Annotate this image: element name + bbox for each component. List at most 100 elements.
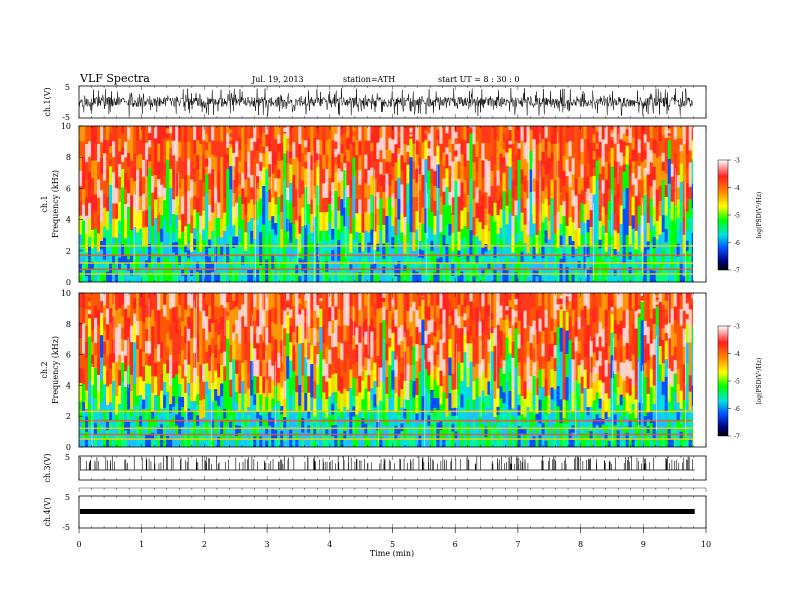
- spectrogram-cell: [121, 133, 125, 141]
- spectrogram-cell: [430, 271, 434, 282]
- spectrogram-cell: [511, 309, 515, 326]
- spectrogram-cell: [616, 275, 621, 282]
- spectrogram-cell: [481, 372, 485, 391]
- spectrogram-cell: [298, 293, 302, 299]
- spectrogram-cell: [286, 314, 290, 334]
- spectrogram-cell: [463, 327, 467, 335]
- spectrogram-cell: [532, 306, 536, 322]
- spectrogram-cell: [157, 361, 161, 379]
- spectrogram-cell: [310, 293, 314, 303]
- spectrogram-cell: [676, 269, 681, 282]
- spectrogram-cell: [319, 298, 323, 302]
- spectrogram-cell: [646, 343, 651, 361]
- spectrogram-cell: [472, 162, 476, 181]
- spectrogram-cell: [532, 293, 536, 308]
- spectrogram-cell: [139, 320, 143, 336]
- spectrogram-cell: [247, 190, 251, 204]
- spectrogram-cell: [484, 244, 488, 253]
- spectrogram-cell: [238, 376, 242, 394]
- spectrogram-cell: [571, 425, 575, 434]
- spectrogram-cell: [430, 197, 434, 213]
- spectrogram-cell: [85, 276, 89, 282]
- spectrogram-cell: [562, 201, 566, 217]
- spectrogram-cell: [118, 308, 122, 325]
- spectrogram-cell: [469, 127, 473, 130]
- spectrogram-cell: [364, 271, 368, 282]
- spectrogram-cell: [469, 378, 473, 397]
- spectrogram-cell: [193, 167, 197, 183]
- spectrogram-cell: [454, 293, 458, 310]
- spectrogram-cell: [631, 215, 636, 230]
- spectrogram-cell: [604, 143, 609, 163]
- spectrogram-cell: [619, 165, 624, 180]
- spectrogram-cell: [229, 327, 233, 346]
- spectrogram-cell: [490, 272, 494, 282]
- spectrogram-cell: [271, 418, 275, 429]
- spectrogram-streak: [145, 145, 147, 198]
- spectrogram-cell: [427, 263, 431, 282]
- spectrogram-cell: [214, 126, 218, 142]
- spectrogram-cell: [502, 227, 506, 247]
- spectrogram-cell: [691, 159, 693, 185]
- spectrogram-cell: [292, 174, 296, 192]
- spectrogram-cell: [130, 126, 134, 144]
- spectrogram-cell: [508, 307, 512, 315]
- spectrogram-cell: [82, 293, 86, 309]
- spectrogram-cell: [658, 253, 663, 264]
- spectrogram-cell: [154, 320, 158, 336]
- spectrogram-cell: [655, 306, 660, 326]
- spectrogram-cell: [679, 374, 684, 391]
- spectrogram-cell: [424, 435, 428, 447]
- spectrogram-cell: [247, 138, 251, 153]
- spectrogram-cell: [295, 141, 299, 158]
- spectrogram-cell: [670, 438, 675, 447]
- spectrogram-cell: [112, 126, 116, 142]
- spectrogram-cell: [646, 142, 651, 159]
- spectrogram-cell: [229, 129, 233, 134]
- spectrogram-cell: [106, 211, 110, 231]
- spectrogram-cell: [451, 341, 455, 358]
- spectrogram-cell: [205, 193, 209, 212]
- spectrogram-cell: [658, 155, 663, 172]
- spectrogram-cell: [655, 304, 660, 308]
- spectrogram-cell: [217, 436, 221, 447]
- spectrogram-cell: [280, 275, 284, 282]
- spectrogram-cell: [682, 399, 687, 419]
- spectrogram-cell: [655, 302, 660, 305]
- spectrogram-cell: [535, 310, 539, 328]
- spectrogram-cell: [544, 269, 548, 282]
- spectrogram-cell: [88, 202, 92, 219]
- spectrogram-streak: [436, 140, 438, 211]
- spectrogram-cell: [196, 198, 200, 213]
- spectrogram-cell: [436, 293, 440, 306]
- spectrogram-cell: [190, 307, 194, 324]
- spectrogram-cell: [613, 262, 618, 270]
- spectrogram-cell: [604, 232, 609, 252]
- spectrogram-cell: [268, 176, 272, 190]
- spectrogram-cell: [277, 382, 281, 402]
- spectrogram-cell: [334, 293, 338, 307]
- spectrogram-cell: [412, 337, 416, 347]
- spectrogram-cell: [571, 309, 575, 327]
- spectrogram-cell: [484, 416, 488, 428]
- spectrogram-cell: [88, 309, 92, 315]
- spectrogram-cell: [253, 425, 257, 437]
- spectrogram-cell: [574, 195, 578, 214]
- spectrogram-cell: [223, 231, 227, 242]
- spectrogram-cell: [388, 197, 392, 217]
- spectrogram-cell: [451, 161, 455, 180]
- spectrogram-cell: [448, 152, 452, 167]
- spectrogram-cell: [691, 208, 693, 234]
- spectrogram-cell: [664, 308, 669, 318]
- spectrogram-cell: [673, 152, 678, 167]
- spectrogram-cell: [136, 349, 140, 364]
- spectrogram-cell: [397, 137, 401, 143]
- spectrogram-cell: [133, 208, 137, 228]
- spectrogram-cell: [613, 230, 618, 250]
- spectrogram-cell: [190, 264, 194, 271]
- spectrogram-cell: [244, 143, 248, 162]
- spectrogram-cell: [646, 412, 651, 420]
- spectrogram-cell: [217, 349, 221, 364]
- spectrogram-cell: [454, 415, 458, 424]
- spectrogram-cell: [145, 383, 149, 397]
